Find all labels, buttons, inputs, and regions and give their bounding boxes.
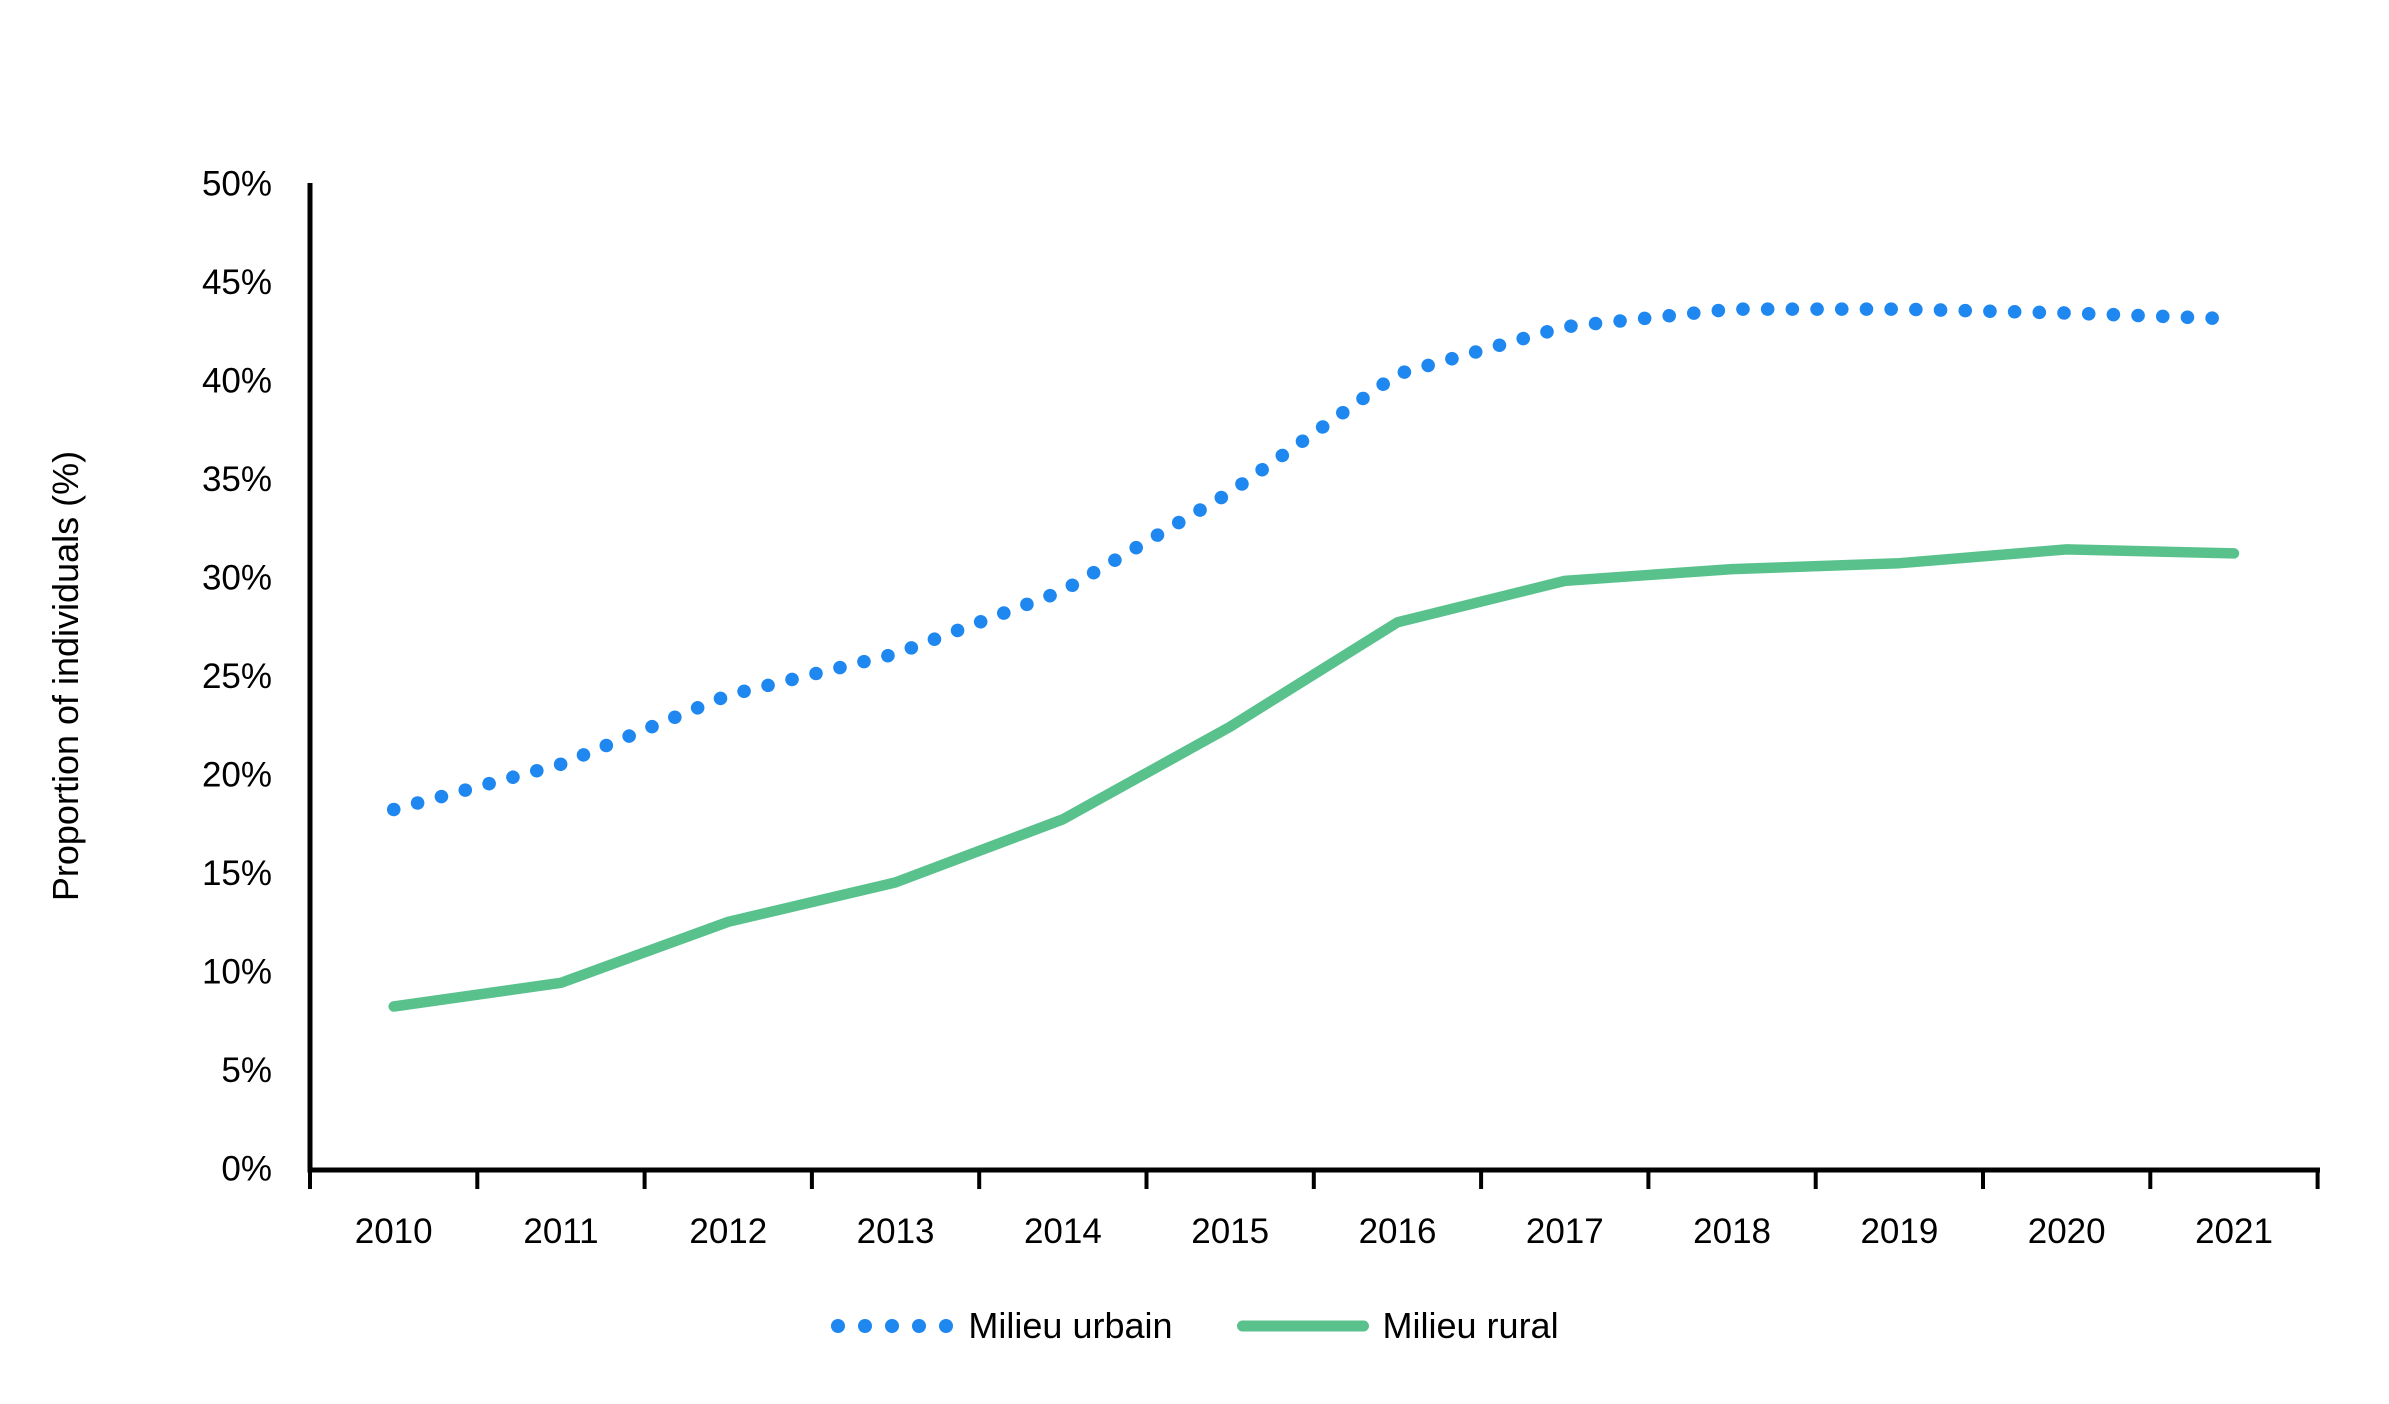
legend-item-urbain: Milieu urbain [830, 1305, 1173, 1346]
x-tick-label: 2014 [1024, 1212, 1102, 1251]
y-tick-label: 5% [221, 1051, 272, 1090]
x-tick-label: 2011 [523, 1212, 598, 1251]
y-axis-title: Proportion of individuals (%) [45, 450, 86, 902]
series-line-milieu-urbain [386, 302, 2241, 817]
y-tick-label: 25% [202, 657, 272, 696]
legend-label-urbain: Milieu urbain [968, 1305, 1173, 1346]
x-tick-label: 2013 [857, 1212, 935, 1251]
x-tick-label: 2017 [1526, 1212, 1604, 1251]
legend-label-rural: Milieu rural [1382, 1305, 1559, 1346]
legend-item-rural: Milieu rural [1236, 1305, 1559, 1346]
y-tick-label: 50% [202, 164, 272, 203]
y-tick-label: 15% [202, 854, 272, 893]
legend: Milieu urbain Milieu rural [0, 1308, 2389, 1344]
y-tick-label: 45% [202, 263, 272, 302]
y-tick-label: 20% [202, 755, 272, 794]
x-tick-label: 2021 [2195, 1212, 2273, 1251]
y-tick-label: 40% [202, 361, 272, 400]
y-tick-label: 30% [202, 558, 272, 597]
y-tick-label: 35% [202, 460, 272, 499]
x-tick-label: 2015 [1191, 1212, 1269, 1251]
solid-line-icon [1236, 1320, 1369, 1332]
x-tick-label: 2018 [1693, 1212, 1771, 1251]
series-line-milieu-rural [388, 544, 2240, 1012]
y-tick-label: 10% [202, 952, 272, 991]
dotted-line-icon [831, 1319, 954, 1333]
x-tick-label: 2019 [1860, 1212, 1938, 1251]
y-tick-label: 0% [221, 1149, 272, 1188]
x-tick-label: 2012 [689, 1212, 767, 1251]
x-tick-label: 2016 [1359, 1212, 1437, 1251]
x-tick-label: 2020 [2028, 1212, 2106, 1251]
x-tick-label: 2010 [355, 1212, 433, 1251]
